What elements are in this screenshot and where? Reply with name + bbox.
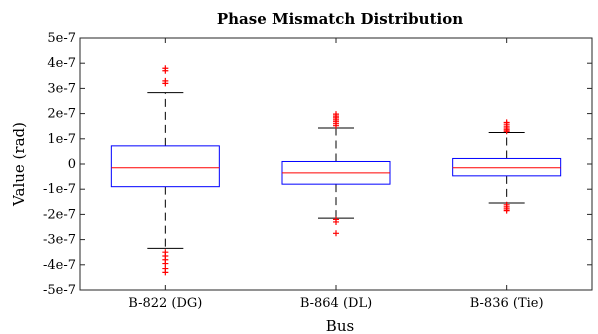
y-tick-label: 0	[68, 157, 76, 172]
outlier-marker	[503, 207, 510, 214]
y-tick-label: 4e-7	[47, 56, 76, 71]
outlier-marker	[162, 269, 169, 276]
y-tick-label: -1e-7	[43, 182, 76, 197]
y-tick-label: 2e-7	[47, 107, 76, 122]
iqr-box	[452, 157, 562, 177]
y-tick-label: -5e-7	[43, 283, 76, 298]
y-tick-label: -4e-7	[43, 258, 76, 273]
x-tick-label: B-836 (Tie)	[470, 296, 544, 311]
outlier-marker	[162, 80, 169, 87]
plot-area: -5e-7 -4e-7 -3e-7 -2e-7 -1e-7 0 1e-7 2e-7 3e-7 4e…	[43, 31, 593, 311]
outlier-marker	[162, 260, 169, 267]
outlier-marker	[333, 218, 339, 225]
y-tick-label: -2e-7	[43, 207, 76, 222]
iqr-box	[110, 145, 220, 188]
x-axis-label: Bus	[326, 317, 354, 334]
x-tick-label: B-822 (DG)	[128, 296, 202, 311]
outlier-marker	[503, 128, 510, 135]
x-tick-label: B-864 (DL)	[300, 296, 372, 311]
chart-title: Phase Mismatch Distribution	[217, 10, 463, 28]
y-tick-label: -3e-7	[43, 233, 76, 248]
y-tick-label: 3e-7	[47, 81, 76, 96]
axes-frame	[79, 37, 593, 291]
outlier-marker	[162, 67, 169, 74]
outlier-marker	[333, 230, 339, 237]
outlier-marker	[333, 122, 339, 129]
y-axis-label: Value (rad)	[10, 122, 28, 207]
y-tick-label: 1e-7	[47, 132, 76, 147]
y-tick-label: 5e-7	[47, 31, 76, 46]
